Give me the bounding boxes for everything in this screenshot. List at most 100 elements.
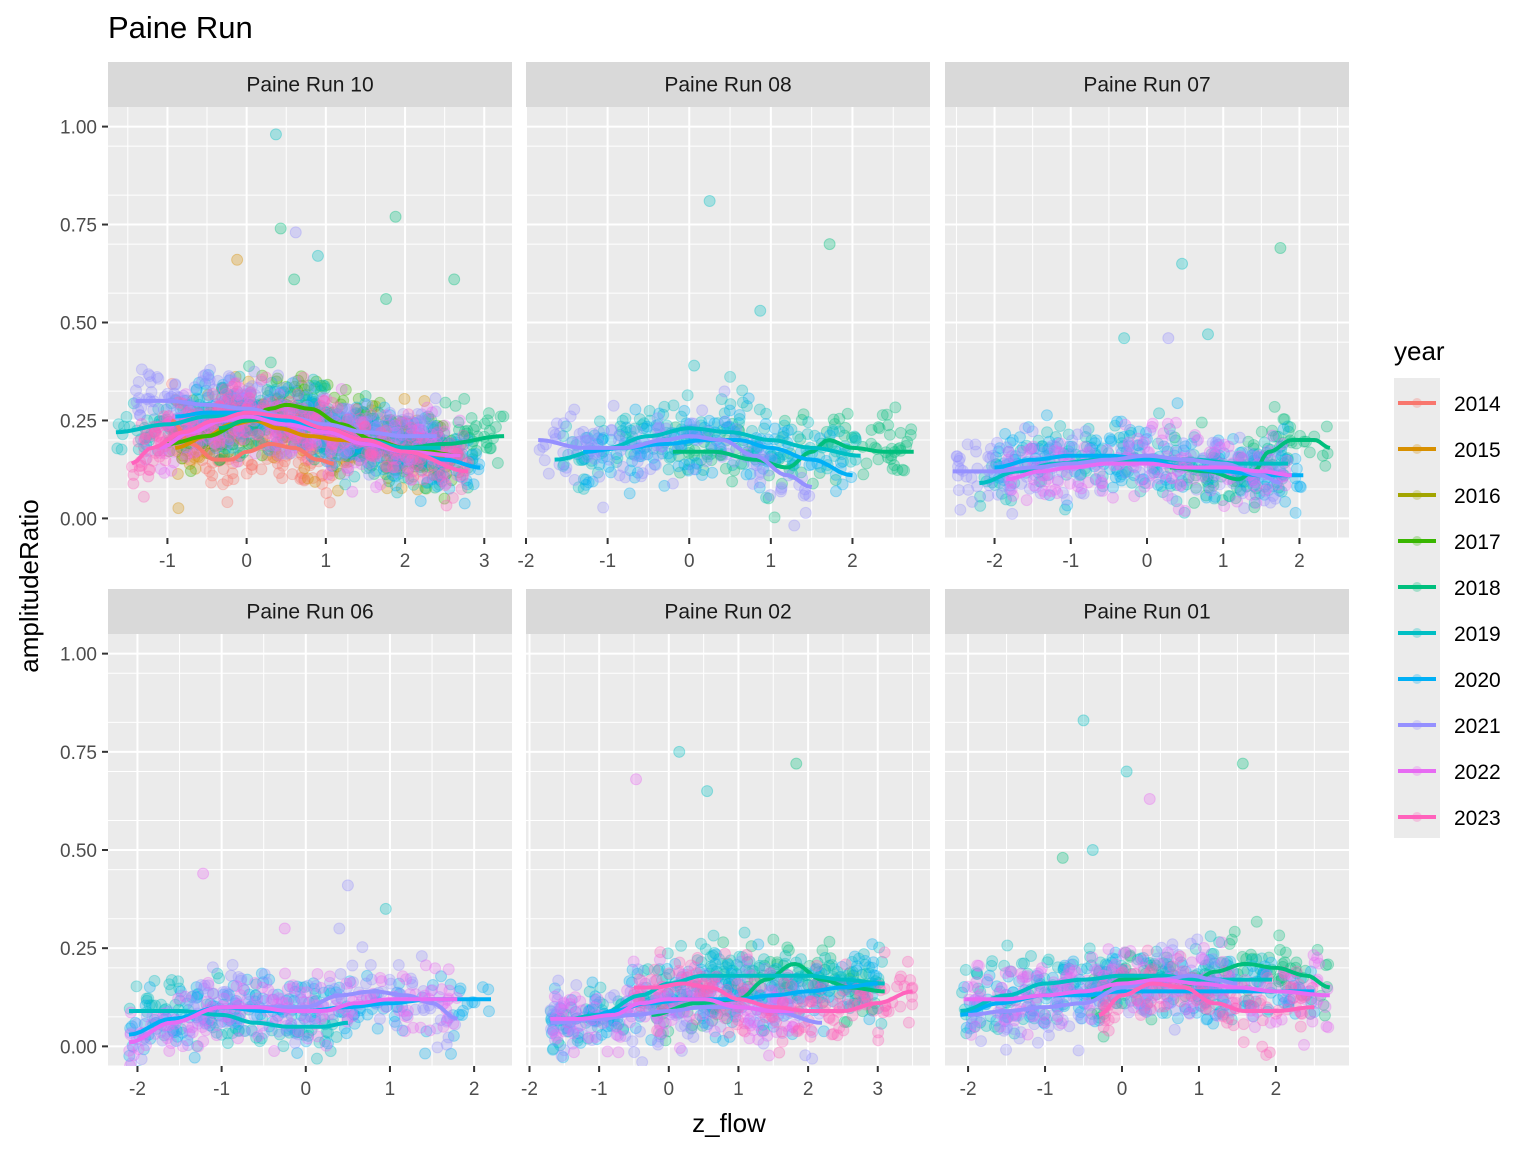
scatter-point bbox=[491, 456, 504, 469]
scatter-point bbox=[746, 477, 759, 490]
scatter-point bbox=[379, 468, 392, 481]
scatter-point bbox=[292, 389, 305, 402]
scatter-point bbox=[370, 448, 383, 461]
scatter-point bbox=[1078, 441, 1091, 454]
scatter-point bbox=[308, 379, 321, 392]
scatter-point bbox=[353, 450, 366, 463]
scatter-point bbox=[421, 401, 434, 414]
x-tick-label: 1 bbox=[1218, 551, 1229, 572]
scatter-point bbox=[139, 431, 152, 444]
scatter-point bbox=[202, 388, 215, 401]
scatter-point bbox=[298, 474, 311, 487]
scatter-point bbox=[361, 456, 374, 469]
scatter-point bbox=[467, 423, 480, 436]
scatter-point bbox=[329, 441, 342, 454]
scatter-point bbox=[866, 961, 879, 974]
scatter-point bbox=[301, 438, 314, 451]
scatter-point bbox=[359, 977, 372, 990]
scatter-point bbox=[422, 422, 435, 435]
scatter-point bbox=[298, 473, 311, 486]
scatter-point bbox=[424, 413, 437, 426]
scatter-point bbox=[265, 376, 278, 389]
scatter-point bbox=[1016, 445, 1029, 458]
scatter-point bbox=[186, 1021, 199, 1034]
scatter-point-outlier bbox=[823, 238, 836, 251]
scatter-point bbox=[235, 424, 248, 437]
scatter-point bbox=[542, 467, 555, 480]
scatter-point bbox=[1027, 440, 1040, 453]
scatter-point bbox=[124, 1059, 137, 1066]
x-tick-label: -1 bbox=[1062, 551, 1079, 572]
scatter-point bbox=[277, 386, 290, 399]
scatter-point bbox=[648, 963, 661, 976]
scatter-point bbox=[764, 489, 777, 502]
scatter-point bbox=[316, 379, 329, 392]
scatter-point bbox=[395, 416, 408, 429]
scatter-point bbox=[206, 469, 219, 482]
scatter-point bbox=[267, 451, 280, 464]
scatter-point bbox=[352, 415, 365, 428]
scatter-point bbox=[421, 477, 434, 490]
scatter-point-outlier bbox=[790, 757, 803, 770]
scatter-point bbox=[269, 445, 282, 458]
scatter-point bbox=[323, 471, 336, 484]
scatter-point bbox=[742, 392, 755, 405]
scatter-point bbox=[372, 419, 385, 432]
scatter-point bbox=[1187, 472, 1200, 485]
scatter-point bbox=[279, 967, 292, 980]
scatter-point bbox=[342, 451, 355, 464]
scatter-point bbox=[322, 402, 335, 415]
scatter-point bbox=[768, 511, 781, 524]
scatter-point bbox=[370, 464, 383, 477]
scatter-point bbox=[331, 408, 344, 421]
scatter-point bbox=[717, 936, 730, 949]
scatter-point bbox=[381, 420, 394, 433]
scatter-point bbox=[388, 421, 401, 434]
scatter-point bbox=[383, 406, 396, 419]
scatter-point bbox=[392, 415, 405, 428]
scatter-point bbox=[384, 414, 397, 427]
scatter-point bbox=[407, 470, 420, 483]
scatter-point bbox=[179, 388, 192, 401]
scatter-point bbox=[111, 442, 124, 455]
scatter-point bbox=[400, 973, 413, 986]
scatter-point bbox=[366, 399, 379, 412]
scatter-point bbox=[410, 454, 423, 467]
scatter-point bbox=[270, 375, 283, 388]
scatter-point bbox=[1289, 506, 1302, 519]
scatter-point bbox=[326, 406, 339, 419]
scatter-point bbox=[180, 448, 193, 461]
scatter-point bbox=[210, 1029, 223, 1042]
scatter-point bbox=[377, 420, 390, 433]
scatter-point bbox=[357, 406, 370, 419]
scatter-point bbox=[386, 416, 399, 429]
scatter-point-outlier bbox=[197, 867, 210, 880]
scatter-point bbox=[629, 403, 642, 416]
scatter-point bbox=[244, 386, 257, 399]
scatter-point bbox=[280, 380, 293, 393]
scatter-point bbox=[209, 436, 222, 449]
facet-panel: Paine Run 06-2 -1 0 1 20.000.250.500.751.00 bbox=[60, 589, 512, 1100]
scatter-point bbox=[338, 468, 351, 481]
scatter-point bbox=[340, 977, 353, 990]
scatter-point bbox=[393, 462, 406, 475]
x-tick-label: 2 bbox=[400, 551, 411, 572]
scatter-point bbox=[1146, 467, 1159, 480]
scatter-point bbox=[206, 387, 219, 400]
scatter-point bbox=[395, 416, 408, 429]
scatter-point bbox=[370, 481, 383, 494]
scatter-point bbox=[806, 1052, 819, 1065]
scatter-point bbox=[367, 418, 380, 431]
scatter-point bbox=[367, 418, 380, 431]
scatter-point bbox=[245, 437, 258, 450]
scatter-point bbox=[607, 399, 620, 412]
scatter-point bbox=[1204, 484, 1217, 497]
scatter-point bbox=[326, 469, 339, 482]
scatter-point bbox=[428, 463, 441, 476]
scatter-point-outlier bbox=[311, 249, 324, 262]
scatter-point bbox=[1174, 478, 1187, 491]
scatter-point bbox=[412, 459, 425, 472]
scatter-point bbox=[222, 370, 235, 383]
scatter-point bbox=[1122, 436, 1135, 449]
scatter-point bbox=[321, 378, 334, 391]
